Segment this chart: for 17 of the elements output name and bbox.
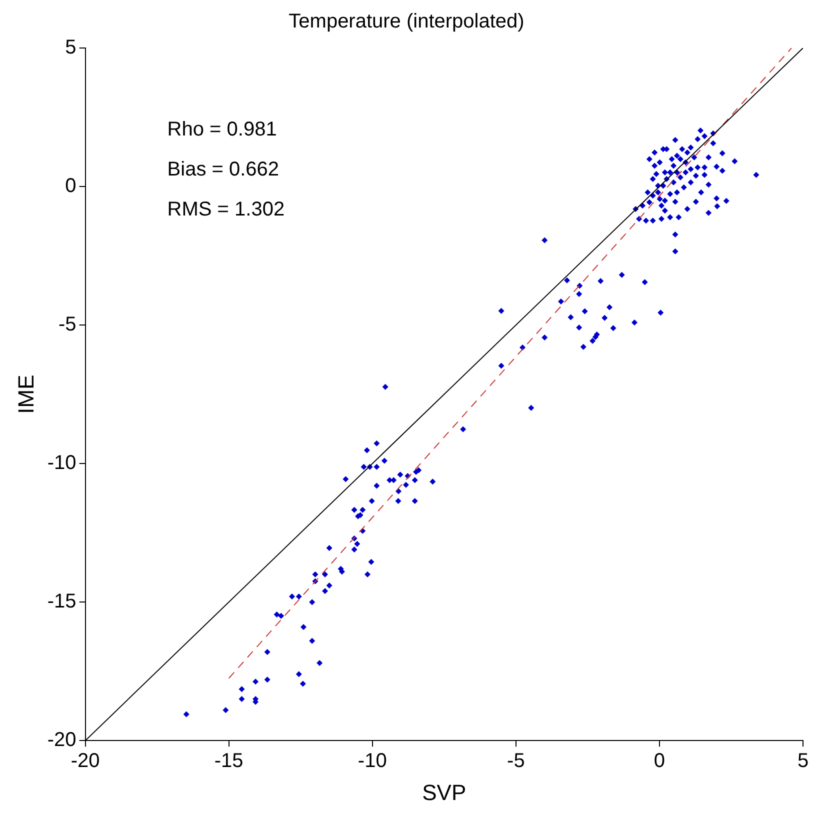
y-tick-label: -15: [47, 590, 76, 613]
annotation: RMS = 1.302: [167, 198, 285, 221]
y-tick-label: -5: [58, 314, 76, 336]
x-tick-label: -10: [358, 750, 387, 772]
y-tick-label: -20: [47, 729, 76, 752]
x-tick-label: -5: [507, 750, 525, 772]
annotation: Rho = 0.981: [167, 118, 277, 141]
x-axis-title: SVP: [422, 780, 466, 805]
y-axis-title: IME: [13, 374, 38, 414]
x-tick-label: 0: [654, 750, 666, 772]
y-tick-label: 5: [65, 36, 76, 59]
annotation: Bias = 0.662: [167, 158, 280, 181]
x-tick-label: -15: [214, 750, 244, 772]
y-tick-label: 0: [65, 175, 76, 198]
chart-title: Temperature (interpolated): [288, 10, 524, 33]
y-tick-label: -10: [47, 452, 76, 474]
x-tick-label: 5: [797, 750, 809, 772]
